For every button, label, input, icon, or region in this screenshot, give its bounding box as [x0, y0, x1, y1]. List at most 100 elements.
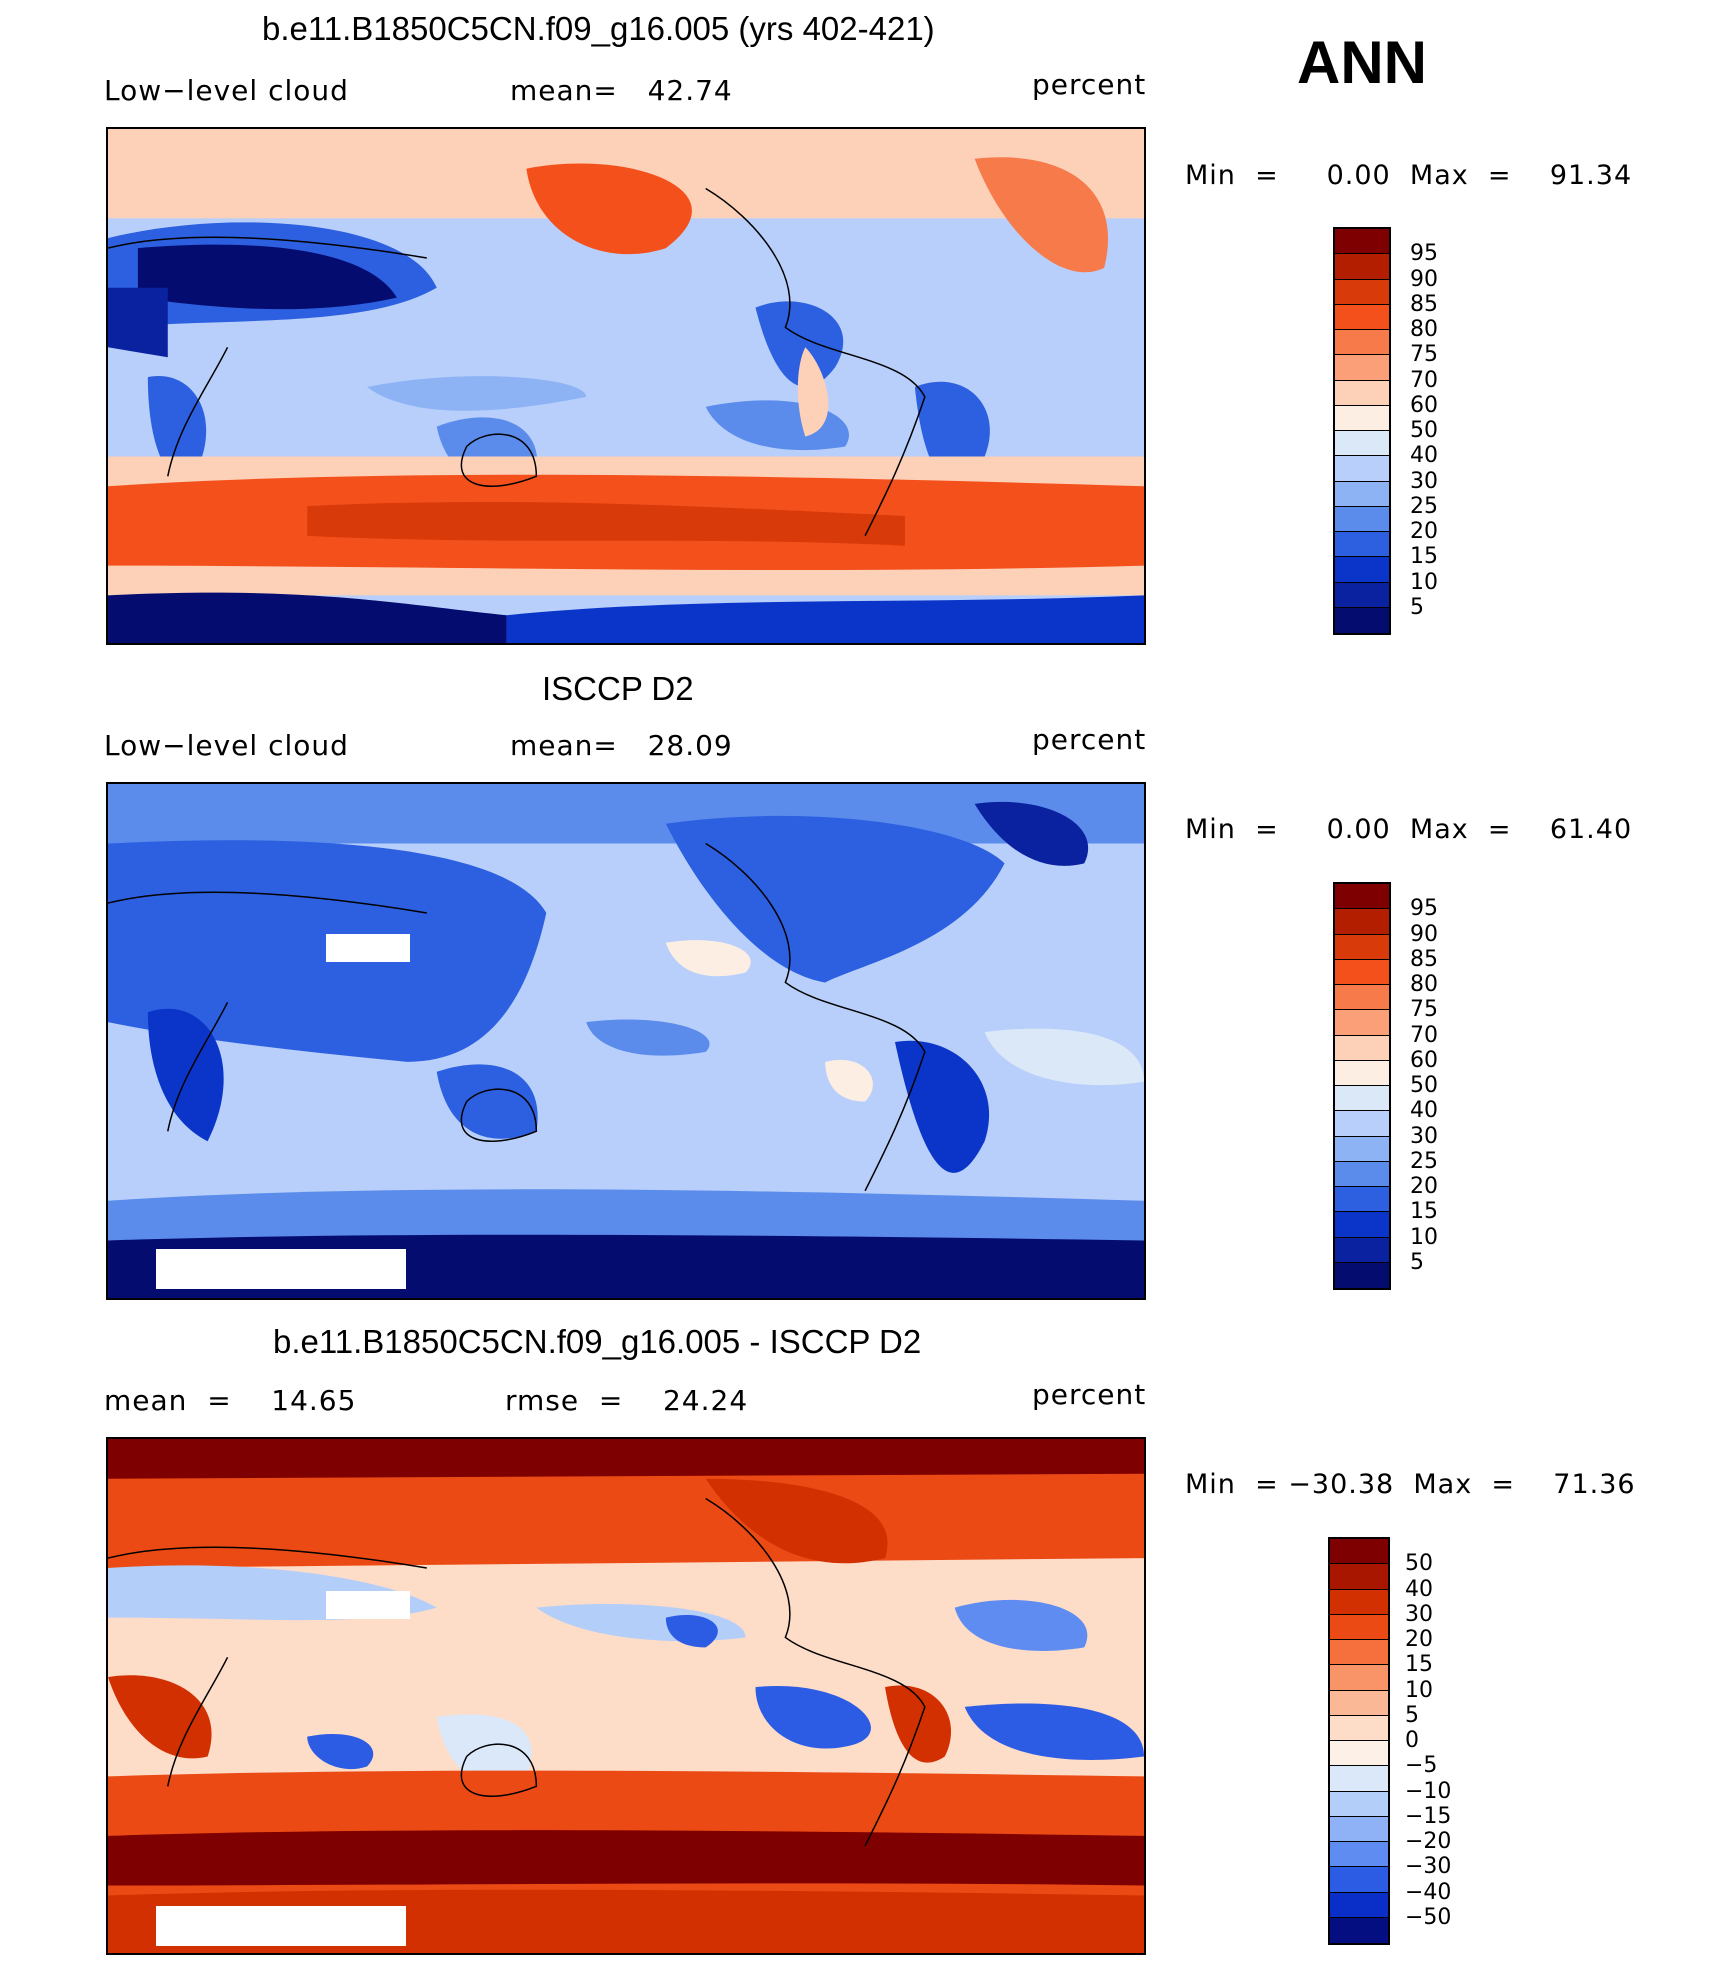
panel-3-minmax: Min = −30.38 Max = 71.36 [1185, 1469, 1636, 1500]
colorbar-tick-label: 20 [1410, 1174, 1438, 1199]
colorbar-tick-label: 15 [1410, 544, 1438, 570]
panel-1-map [106, 127, 1146, 645]
colorbar-tick-label: 20 [1405, 1627, 1433, 1652]
colorbar-segment [1330, 1816, 1388, 1842]
colorbar-tick-label: 90 [1410, 921, 1438, 947]
panel-1-units-label: percent [1032, 68, 1147, 101]
panel-3-rmse-label: rmse = 24.24 [505, 1384, 749, 1417]
colorbar-segment [1335, 229, 1389, 255]
colorbar-tick-label: 80 [1410, 972, 1438, 997]
panel-2-contour-map [108, 784, 1144, 1298]
colorbar-tick-label: −30 [1405, 1854, 1452, 1880]
panel-3-missing-data-antarctica [156, 1906, 406, 1946]
colorbar-segment [1330, 1564, 1388, 1590]
colorbar-segment [1335, 304, 1389, 330]
colorbar-segment [1335, 1187, 1389, 1213]
colorbar-tick-label: 40 [1405, 1576, 1433, 1602]
colorbar-segment [1335, 456, 1389, 482]
colorbar-segment [1330, 1589, 1388, 1615]
colorbar-tick-label: 60 [1410, 392, 1438, 418]
colorbar-segment [1335, 934, 1389, 960]
colorbar-segment [1335, 431, 1389, 457]
colorbar-segment [1330, 1842, 1388, 1868]
colorbar-segment [1335, 607, 1389, 633]
colorbar-segment [1335, 279, 1389, 305]
colorbar-tick-label: 5 [1410, 594, 1424, 620]
panel-1-title: b.e11.B1850C5CN.f09_g16.005 (yrs 402-421… [262, 10, 935, 47]
colorbar-segment [1335, 532, 1389, 558]
colorbar-segment [1335, 1111, 1389, 1137]
colorbar-tick-label: 85 [1410, 291, 1438, 317]
colorbar-segment [1335, 1237, 1389, 1263]
colorbar-segment [1335, 1161, 1389, 1187]
season-label: ANN [1297, 29, 1427, 96]
colorbar-tick-label: 0 [1405, 1728, 1419, 1753]
colorbar-tick-label: 5 [1405, 1702, 1419, 1728]
colorbar-tick-label: 75 [1410, 342, 1438, 368]
panel-2-colorbar [1333, 882, 1391, 1290]
colorbar-tick-label: −5 [1405, 1753, 1438, 1779]
colorbar-segment [1335, 1136, 1389, 1162]
colorbar-tick-label: 5 [1410, 1249, 1424, 1275]
colorbar-tick-label: 30 [1410, 1123, 1438, 1149]
panel-2-mean-label: mean= 28.09 [510, 729, 733, 762]
colorbar-tick-label: 40 [1410, 1098, 1438, 1124]
colorbar-segment [1335, 1086, 1389, 1112]
colorbar-tick-label: 95 [1410, 896, 1438, 922]
colorbar-segment [1335, 355, 1389, 381]
colorbar-tick-label: 30 [1410, 468, 1438, 494]
colorbar-segment [1335, 405, 1389, 431]
panel-2-title: ISCCP D2 [542, 670, 694, 707]
colorbar-tick-label: −50 [1405, 1904, 1452, 1930]
colorbar-tick-label: 20 [1410, 519, 1438, 544]
panel-3-missing-data-tibet [326, 1591, 410, 1619]
panel-2-minmax: Min = 0.00 Max = 61.40 [1185, 814, 1633, 845]
colorbar-segment [1330, 1766, 1388, 1792]
colorbar-segment [1335, 254, 1389, 280]
colorbar-segment [1335, 481, 1389, 507]
colorbar-tick-label: 60 [1410, 1047, 1438, 1073]
colorbar-segment [1335, 959, 1389, 985]
colorbar-tick-label: 40 [1410, 443, 1438, 469]
panel-2-variable-label: Low−level cloud [104, 729, 349, 762]
colorbar-segment [1335, 985, 1389, 1011]
panel-1-mean-label: mean= 42.74 [510, 74, 733, 107]
colorbar-tick-label: 50 [1410, 1073, 1438, 1098]
panel-1-variable-label: Low−level cloud [104, 74, 349, 107]
colorbar-segment [1330, 1791, 1388, 1817]
panel-1-minmax: Min = 0.00 Max = 91.34 [1185, 160, 1633, 191]
colorbar-tick-label: 75 [1410, 997, 1438, 1023]
colorbar-tick-label: 15 [1410, 1199, 1438, 1225]
colorbar-tick-label: 70 [1410, 1022, 1438, 1048]
colorbar-tick-label: −10 [1405, 1778, 1452, 1804]
colorbar-tick-label: 25 [1410, 493, 1438, 519]
colorbar-tick-label: 10 [1410, 569, 1438, 595]
colorbar-segment [1330, 1917, 1388, 1943]
colorbar-segment [1330, 1867, 1388, 1893]
panel-2-map [106, 782, 1146, 1300]
colorbar-segment [1335, 909, 1389, 935]
colorbar-segment [1335, 884, 1389, 910]
colorbar-segment [1335, 1035, 1389, 1061]
panel-1-contour-map [108, 129, 1144, 643]
colorbar-tick-label: 10 [1410, 1224, 1438, 1250]
panel-3-mean-label: mean = 14.65 [104, 1384, 357, 1417]
panel-3-units-label: percent [1032, 1378, 1147, 1411]
colorbar-segment [1330, 1690, 1388, 1716]
colorbar-tick-label: 25 [1410, 1148, 1438, 1174]
colorbar-tick-label: 50 [1410, 418, 1438, 443]
colorbar-segment [1330, 1539, 1388, 1565]
colorbar-segment [1335, 1010, 1389, 1036]
panel-2-units-label: percent [1032, 723, 1147, 756]
colorbar-segment [1335, 1060, 1389, 1086]
colorbar-tick-label: −15 [1405, 1803, 1452, 1829]
panel-3-colorbar [1328, 1537, 1390, 1945]
colorbar-tick-label: 85 [1410, 946, 1438, 972]
colorbar-segment [1335, 1212, 1389, 1238]
panel-3-map [106, 1437, 1146, 1955]
colorbar-segment [1330, 1640, 1388, 1666]
panel-1-colorbar [1333, 227, 1391, 635]
colorbar-tick-label: 80 [1410, 317, 1438, 342]
colorbar-tick-label: 70 [1410, 367, 1438, 393]
colorbar-tick-label: 50 [1405, 1551, 1433, 1577]
